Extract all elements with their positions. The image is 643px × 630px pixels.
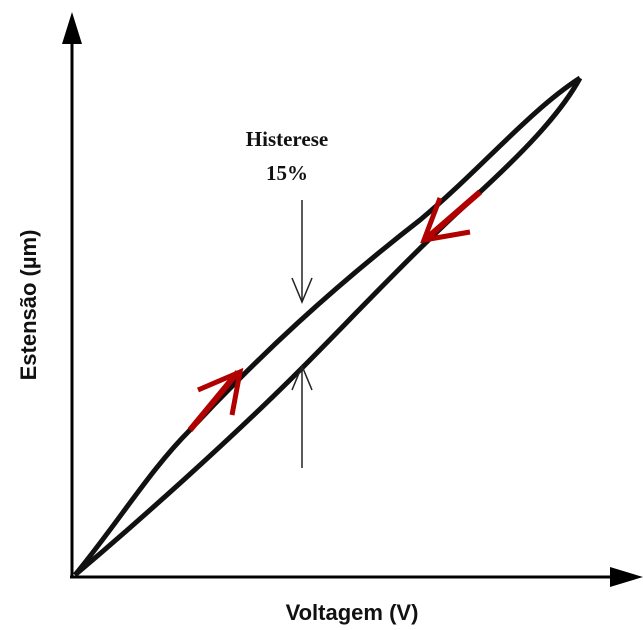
y-axis-label: Estensão (µm) — [16, 230, 41, 381]
x-axis-label: Voltagem (V) — [286, 600, 419, 625]
ascending-direction — [187, 370, 241, 432]
descending-direction — [425, 189, 482, 241]
annotation-value: 15% — [266, 161, 308, 185]
descending-arrowhead — [420, 197, 471, 244]
annotation-title: Histerese — [246, 127, 328, 151]
x-axis-arrow — [610, 567, 643, 587]
gap-arrowhead-bottom — [291, 364, 313, 391]
gap-arrowhead-top — [291, 277, 313, 304]
ascending-curve — [73, 75, 582, 577]
ascending-arrowhead — [197, 367, 244, 416]
descending-curve — [73, 76, 583, 577]
y-axis-arrow — [62, 12, 82, 44]
